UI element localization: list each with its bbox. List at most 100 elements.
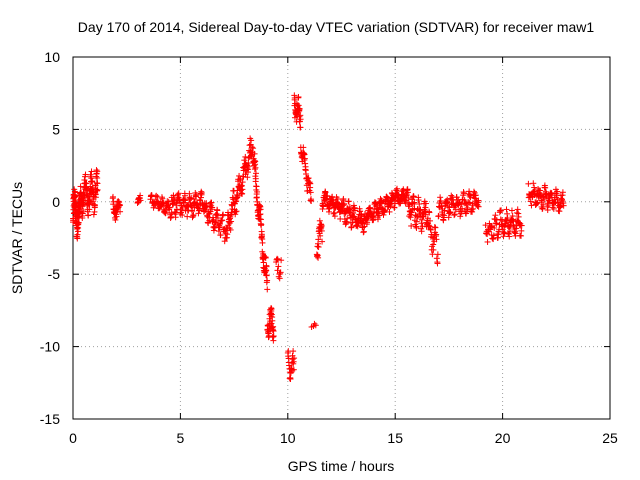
data-point: [270, 328, 277, 335]
data-point: [460, 190, 467, 197]
data-point: [488, 222, 495, 229]
data-point: [277, 269, 284, 276]
data-point: [433, 236, 440, 243]
data-point: [179, 204, 186, 211]
data-point: [426, 223, 433, 230]
y-tick-label: -5: [48, 266, 61, 282]
data-point: [322, 189, 329, 196]
data-point: [508, 207, 515, 214]
data-point: [331, 213, 338, 220]
y-axis-tick-labels: -15 -10 -5 0 5 10: [40, 49, 60, 427]
data-point: [427, 217, 434, 224]
data-points: [70, 92, 567, 383]
data-point: [307, 189, 314, 196]
data-point: [80, 208, 87, 215]
data-point: [227, 226, 234, 233]
data-point: [491, 224, 498, 231]
data-point: [418, 225, 425, 232]
data-point: [270, 323, 277, 330]
data-point: [447, 208, 454, 215]
data-point: [251, 150, 258, 157]
data-point: [236, 172, 243, 179]
data-point: [411, 205, 418, 212]
chart-title: Day 170 of 2014, Sidereal Day-to-day VTE…: [78, 19, 595, 35]
data-point: [253, 183, 260, 190]
data-point: [239, 179, 246, 186]
data-point: [422, 204, 429, 211]
data-point: [296, 105, 303, 112]
data-point: [166, 204, 173, 211]
data-point: [492, 212, 499, 219]
data-point: [208, 199, 215, 206]
data-point: [233, 208, 240, 215]
data-point: [451, 212, 458, 219]
data-point: [85, 212, 92, 219]
data-point: [94, 180, 101, 187]
data-point: [470, 205, 477, 212]
data-point: [179, 212, 186, 219]
data-point: [259, 239, 266, 246]
data-point: [416, 207, 423, 214]
data-point: [448, 192, 455, 199]
data-point: [305, 175, 312, 182]
data-point: [269, 317, 276, 324]
data-point: [252, 175, 259, 182]
data-point: [515, 213, 522, 220]
data-point: [430, 241, 437, 248]
data-point: [318, 227, 325, 234]
data-point: [248, 137, 255, 144]
data-point: [91, 202, 98, 209]
data-point: [422, 211, 429, 218]
data-point: [446, 210, 453, 217]
data-point: [201, 208, 208, 215]
data-point: [404, 189, 411, 196]
x-tick-label: 0: [69, 430, 77, 446]
data-point: [275, 263, 282, 270]
data-point: [300, 144, 307, 151]
data-point: [482, 222, 489, 229]
data-point: [346, 203, 353, 210]
data-point: [518, 227, 525, 234]
data-point: [228, 218, 235, 225]
data-point: [168, 210, 175, 217]
data-point: [198, 190, 205, 197]
data-point: [507, 222, 514, 229]
data-point: [238, 182, 245, 189]
data-point: [475, 203, 482, 210]
data-point: [364, 219, 371, 226]
data-point: [250, 145, 257, 152]
data-point: [435, 212, 442, 219]
data-point: [545, 202, 552, 209]
data-point: [287, 376, 294, 383]
data-point: [190, 211, 197, 218]
data-point: [317, 232, 324, 239]
data-point: [290, 366, 297, 373]
data-point: [270, 333, 277, 340]
data-point: [94, 186, 101, 193]
data-point: [252, 158, 259, 165]
data-point: [357, 208, 364, 215]
data-point: [413, 218, 420, 225]
data-point: [393, 187, 400, 194]
data-point: [462, 200, 469, 207]
data-point: [506, 228, 513, 235]
data-point: [290, 348, 297, 355]
data-point: [206, 217, 213, 224]
data-point: [90, 211, 97, 218]
data-point: [484, 238, 491, 245]
x-tick-label: 15: [387, 430, 403, 446]
data-point: [189, 208, 196, 215]
data-point: [262, 254, 269, 261]
data-point: [467, 194, 474, 201]
y-axis-label: SDTVAR / TECUs: [9, 182, 25, 294]
data-point: [137, 197, 144, 204]
data-point: [325, 208, 332, 215]
data-point: [188, 195, 195, 202]
data-point: [430, 246, 437, 253]
y-tick-label: 0: [52, 194, 60, 210]
data-point: [470, 188, 477, 195]
data-point: [315, 254, 322, 261]
data-point: [341, 200, 348, 207]
